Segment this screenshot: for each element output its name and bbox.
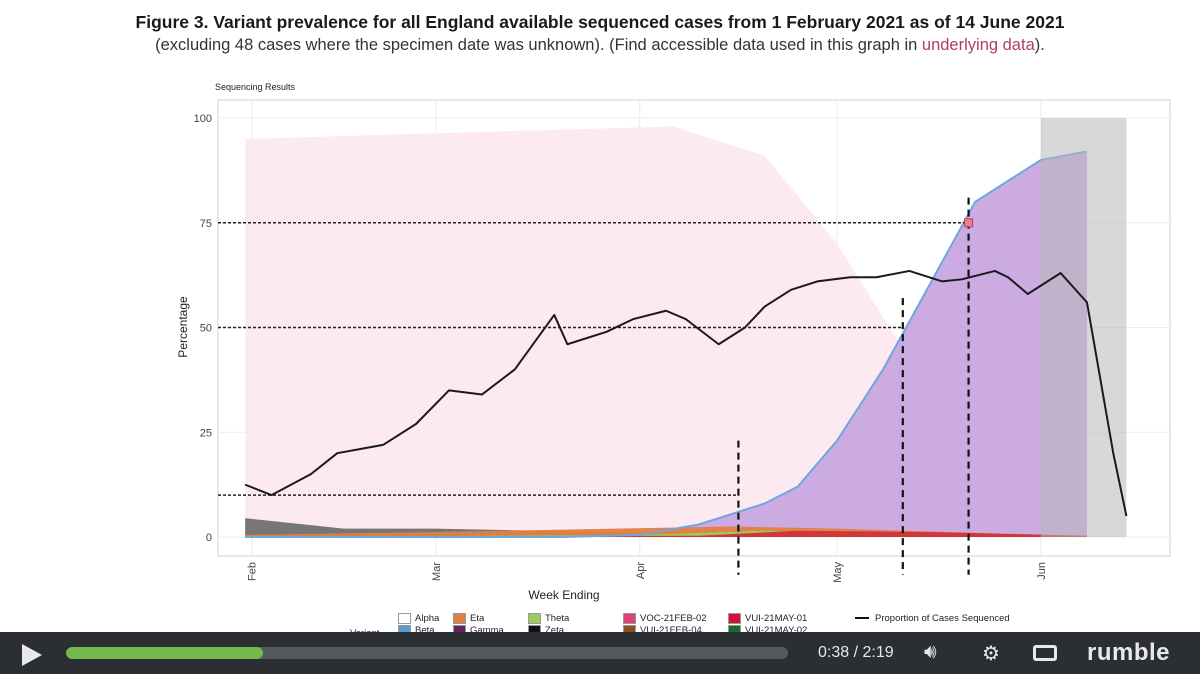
- y-axis-label: Percentage: [176, 296, 190, 358]
- legend-swatch: [453, 613, 466, 624]
- video-player-bar: 0:38 / 2:19 🔊︎ ⚙︎ rumble: [0, 632, 1200, 674]
- y-tick-label: 100: [194, 113, 212, 125]
- legend-label: Zeta: [545, 625, 565, 637]
- legend-item: VUI-21MAY-01: [728, 613, 807, 624]
- play-icon[interactable]: [22, 644, 42, 666]
- variant-chart: 0 25 50 75 100 Feb Mar Apr May Jun Week Ending Perc…: [176, 99, 1171, 602]
- legend-item: Theta: [528, 613, 569, 624]
- panel-label: Sequencing Results: [215, 82, 296, 92]
- y-tick-label: 75: [200, 218, 212, 230]
- legend-line-swatch: [855, 617, 869, 620]
- x-tick-label: May: [832, 562, 844, 583]
- legend-line-label: Proportion of Cases Sequenced: [875, 613, 1010, 624]
- proportion-sequenced-line: [244, 269, 1128, 517]
- legend-item: Eta: [453, 613, 484, 624]
- legend-swatch: [623, 613, 636, 624]
- legend-item: Alpha: [398, 613, 439, 624]
- area-vui-21apr-01: [245, 530, 1087, 537]
- fullscreen-icon[interactable]: [1033, 645, 1057, 661]
- area-delta: [245, 151, 1087, 537]
- figure-title: Figure 3. Variant prevalence for all Eng…: [135, 12, 1065, 32]
- subtitle-end: ).: [1034, 36, 1045, 54]
- legend-swatch: [528, 613, 541, 624]
- legend-label: VUI-21MAY-01: [745, 613, 808, 625]
- y-tick-label: 25: [200, 427, 212, 439]
- y-tick-label: 0: [206, 532, 212, 544]
- legend-label: Beta: [415, 625, 435, 637]
- x-tick-label: Jun: [1036, 562, 1048, 580]
- legend-item: VOC-21FEB-02: [623, 613, 707, 624]
- y-tick-label: 50: [200, 323, 212, 335]
- subtitle-text: (excluding 48 cases where the specimen d…: [155, 36, 922, 54]
- legend-swatch: [728, 613, 741, 624]
- figure-subtitle: (excluding 48 cases where the specimen d…: [0, 36, 1200, 55]
- incomplete-data-shade: [1040, 118, 1127, 537]
- legend-swatch: [398, 613, 411, 624]
- legend-label: Alpha: [415, 613, 440, 625]
- legend-label: VUI-21FEB-04: [640, 625, 702, 637]
- brand-logo: rumble: [1087, 639, 1171, 666]
- x-axis-label: Week Ending: [528, 588, 599, 602]
- progress-fill: [66, 647, 264, 659]
- legend-label: Gamma: [470, 625, 504, 637]
- marker-point: [964, 218, 974, 228]
- delta-edge-line: [245, 150, 1088, 538]
- x-tick-label: Mar: [431, 562, 443, 581]
- legend-label: VOC-21FEB-02: [640, 613, 707, 625]
- x-tick-label: Feb: [247, 562, 259, 581]
- progress-track[interactable]: [66, 647, 788, 659]
- legend-label: VUI-21MAY-02: [745, 625, 808, 637]
- legend-line-item: Proportion of Cases Sequenced: [855, 613, 1010, 624]
- settings-gear-icon[interactable]: ⚙︎: [982, 643, 1000, 665]
- volume-icon[interactable]: 🔊︎: [924, 641, 937, 663]
- underlying-data-link[interactable]: underlying data: [921, 36, 1035, 54]
- legend-label: Theta: [545, 613, 570, 625]
- legend-label: Eta: [470, 613, 485, 625]
- x-tick-label: Apr: [635, 562, 647, 579]
- time-readout: 0:38 / 2:19: [818, 644, 894, 661]
